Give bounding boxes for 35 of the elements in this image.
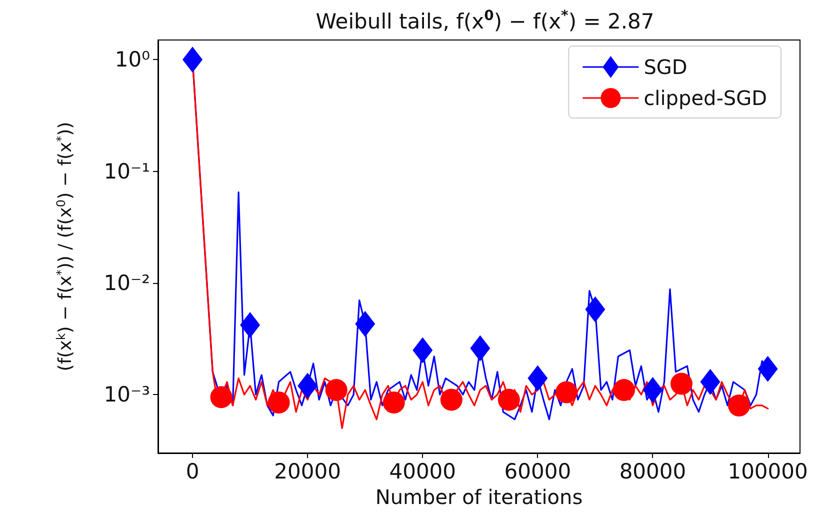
point bbox=[555, 381, 578, 404]
x-tick-label: 100000 bbox=[728, 460, 808, 484]
point bbox=[440, 388, 462, 411]
point bbox=[498, 388, 520, 411]
x-tick-label: 40000 bbox=[389, 460, 456, 484]
point bbox=[210, 386, 232, 408]
y-tick-label: 10⁻³ bbox=[104, 382, 150, 407]
point bbox=[728, 394, 750, 416]
point bbox=[470, 335, 490, 362]
y-tick-label: 10⁻² bbox=[104, 270, 150, 295]
point bbox=[612, 379, 635, 401]
point bbox=[758, 356, 778, 382]
point bbox=[585, 296, 606, 322]
y-tick-label: 10⁰ bbox=[114, 48, 150, 72]
point bbox=[412, 337, 433, 364]
point bbox=[642, 377, 663, 403]
legend-label: SGD bbox=[644, 55, 688, 79]
point bbox=[528, 365, 548, 392]
x-tick-label: 0 bbox=[186, 460, 200, 484]
point bbox=[268, 392, 290, 414]
point bbox=[182, 46, 203, 73]
text: (f(xk) − f(x*)) / (f(x0) − f(x*)) bbox=[54, 122, 76, 372]
legend-label: clipped-SGD bbox=[644, 86, 767, 110]
x-tick-label: 20000 bbox=[274, 460, 341, 484]
point bbox=[355, 310, 376, 337]
x-tick-label: 80000 bbox=[619, 460, 686, 484]
point bbox=[298, 372, 318, 399]
x-tick-label: 60000 bbox=[504, 460, 572, 484]
x-axis-title: Number of iterations bbox=[375, 485, 583, 509]
point bbox=[325, 379, 348, 401]
point bbox=[700, 368, 720, 395]
y-tick-label: 10⁻¹ bbox=[104, 159, 150, 184]
point bbox=[240, 312, 260, 338]
point bbox=[670, 372, 692, 395]
point bbox=[382, 392, 405, 414]
